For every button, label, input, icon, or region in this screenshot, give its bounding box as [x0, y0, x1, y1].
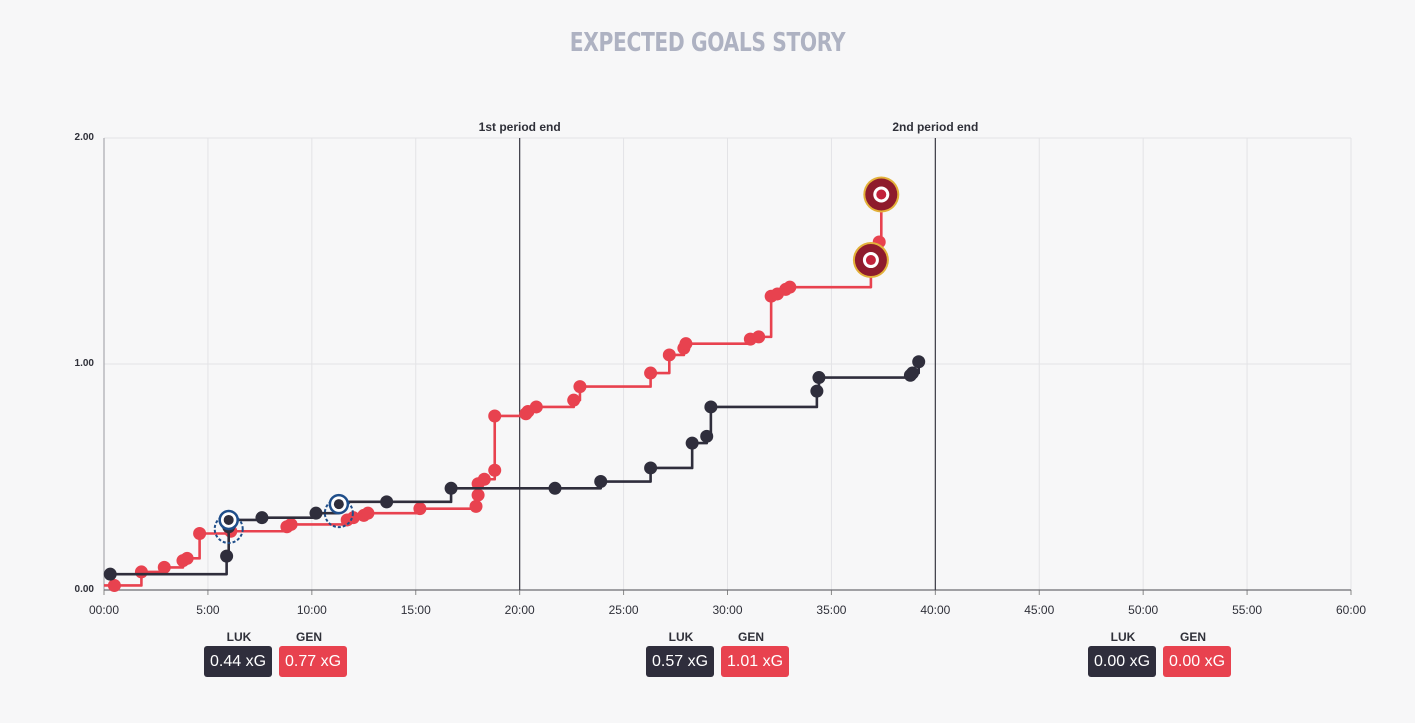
luk-series-line [104, 361, 921, 576]
x-tick-label: 15:00 [401, 603, 431, 617]
x-tick-label: 5:00 [196, 603, 220, 617]
luk-goal-dot [333, 499, 344, 510]
x-tick-label: 60:00 [1336, 603, 1366, 617]
luk-xg-badge: 0.00 xG [1088, 646, 1157, 677]
gen-shot-point [567, 393, 581, 407]
luk-shot-point [380, 495, 394, 509]
gen-shot-point [346, 511, 360, 525]
luk-shot-point [810, 384, 824, 398]
gen-shot-point [134, 565, 148, 579]
period-3-summary: LUK GEN 0.00 xG 0.00 xG [1088, 630, 1232, 677]
luk-shot-point [594, 475, 608, 489]
luk-label: LUK [668, 630, 694, 644]
gen-shot-point [644, 366, 658, 380]
luk-label: LUK [1110, 630, 1136, 644]
gen-shot-point [529, 400, 543, 414]
gen-shot-point [477, 472, 491, 486]
gen-shot-point [193, 527, 207, 540]
gen-shot-point [488, 409, 502, 423]
luk-goal-dot [223, 514, 234, 525]
gen-xg-badge: 0.00 xG [1163, 646, 1232, 677]
gen-shot-point [752, 330, 766, 344]
x-tick-label: 10:00 [297, 603, 327, 617]
gen-shot-point [471, 488, 485, 502]
luk-shot-point [905, 366, 919, 380]
gen-shot-point [413, 502, 427, 516]
period-end-label: 2nd period end [892, 120, 978, 134]
luk-shot-point [812, 371, 826, 385]
gen-shot-point [180, 551, 194, 565]
gen-series-line [104, 194, 883, 587]
x-tick-label: 20:00 [505, 603, 535, 617]
x-tick-label: 35:00 [816, 603, 846, 617]
gen-goal-marker [852, 242, 889, 279]
x-tick-label: 30:00 [712, 603, 742, 617]
luk-shot-point [309, 506, 323, 520]
luk-label: LUK [226, 630, 252, 644]
y-tick-label: 0.00 [75, 584, 95, 595]
gen-shot-point [107, 578, 121, 592]
x-tick-label: 50:00 [1128, 603, 1158, 617]
gen-shot-point [783, 280, 797, 294]
luk-shot-point [685, 436, 699, 450]
luk-shot-point [255, 511, 269, 525]
gen-shot-point [469, 499, 483, 513]
x-tick-label: 45:00 [1024, 603, 1054, 617]
gen-shot-point [157, 560, 171, 574]
gen-shot-point [573, 380, 587, 394]
y-tick-label: 2.00 [75, 132, 95, 143]
luk-shot-point [700, 429, 714, 443]
gen-label: GEN [295, 630, 322, 644]
luk-goal-marker [213, 509, 244, 544]
luk-shot-point [220, 549, 234, 563]
luk-xg-badge: 0.57 xG [646, 646, 715, 677]
gen-xg-badge: 1.01 xG [721, 646, 790, 677]
gen-shot-point [488, 463, 502, 477]
y-tick-label: 1.00 [75, 358, 95, 369]
x-tick-label: 40:00 [920, 603, 950, 617]
gen-shot-point [662, 348, 676, 362]
luk-shot-point [704, 400, 718, 414]
luk-shot-point [103, 567, 117, 581]
gen-label: GEN [737, 630, 764, 644]
gen-label: GEN [1179, 630, 1206, 644]
luk-shot-point [644, 461, 658, 475]
period-end-label: 1st period end [479, 120, 561, 134]
gen-goal-marker [863, 176, 900, 213]
x-tick-label: 55:00 [1232, 603, 1262, 617]
luk-shot-point [444, 481, 458, 495]
luk-shot-point [548, 481, 562, 495]
period-1-summary: LUK GEN 0.44 xG 0.77 xG [204, 630, 348, 677]
x-tick-label: 00:00 [89, 603, 119, 617]
gen-shot-point [679, 337, 693, 351]
luk-shot-point [912, 355, 926, 369]
x-tick-label: 25:00 [609, 603, 639, 617]
chart-title: EXPECTED GOALS STORY [569, 28, 846, 58]
gen-logo-mark [865, 255, 876, 266]
luk-xg-badge: 0.44 xG [204, 646, 273, 677]
gen-shot-point [361, 506, 375, 520]
period-2-summary: LUK GEN 0.57 xG 1.01 xG [646, 630, 790, 677]
gen-xg-badge: 0.77 xG [279, 646, 348, 677]
gen-logo-mark [876, 189, 887, 200]
gen-shot-point [284, 517, 298, 531]
luk-goal-marker [323, 493, 354, 529]
